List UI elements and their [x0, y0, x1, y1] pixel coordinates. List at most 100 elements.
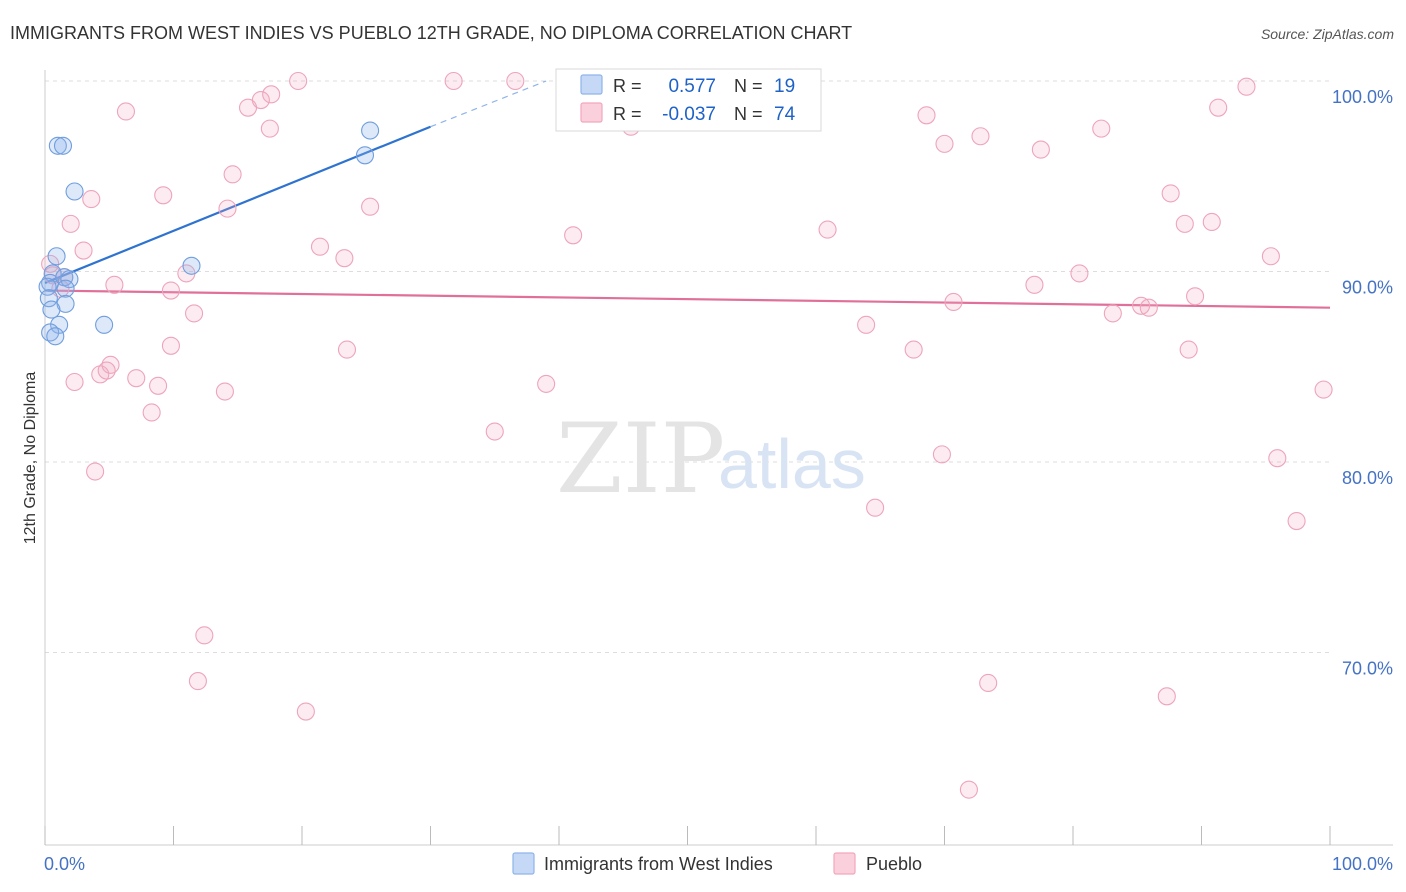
y-tick-labels: 100.0% 90.0% 80.0% 70.0%: [1332, 87, 1393, 679]
point-pueblo: [161, 281, 180, 300]
point-pueblo: [1186, 287, 1205, 306]
stats-r-label: R =: [613, 104, 642, 124]
point-pueblo: [444, 71, 463, 91]
point-pueblo: [127, 369, 146, 388]
axes: [44, 70, 1393, 846]
point-west-indies: [53, 136, 73, 155]
grid-lines: [45, 80, 1330, 653]
point-pueblo: [904, 340, 923, 359]
point-pueblo: [142, 403, 161, 422]
point-pueblo: [1025, 275, 1044, 294]
point-pueblo: [944, 292, 963, 312]
point-pueblo: [296, 702, 315, 721]
point-pueblo: [260, 119, 279, 138]
point-pueblo: [971, 127, 990, 146]
legend-swatch-west-indies: [512, 852, 535, 875]
stats-r-label: R =: [613, 76, 642, 96]
y-tick-label: 70.0%: [1342, 659, 1393, 679]
y-axis-title: 12th Grade, No Diploma: [22, 372, 39, 545]
stats-swatch-blue: [580, 74, 603, 95]
point-pueblo: [932, 445, 951, 464]
point-pueblo: [149, 376, 168, 395]
stats-r-value: 0.577: [668, 76, 716, 97]
point-pueblo: [74, 241, 93, 260]
y-tick-label: 80.0%: [1342, 468, 1393, 488]
watermark-atlas: atlas: [718, 425, 866, 503]
point-pueblo: [1031, 140, 1050, 159]
point-pueblo: [959, 780, 978, 799]
point-pueblo: [1314, 380, 1333, 399]
point-pueblo: [161, 336, 180, 355]
point-pueblo: [485, 422, 504, 441]
point-pueblo: [1175, 214, 1194, 233]
point-west-indies: [42, 300, 61, 319]
point-pueblo: [979, 673, 998, 693]
point-pueblo: [335, 249, 354, 268]
point-pueblo: [251, 91, 270, 110]
trend-lines: [44, 80, 1331, 309]
stats-n-label: N =: [734, 104, 763, 124]
trend-line-pueblo: [44, 289, 1331, 309]
point-pueblo: [935, 134, 954, 153]
watermark: ZIP atlas: [556, 403, 866, 515]
point-west-indies: [39, 289, 58, 308]
point-pueblo: [564, 226, 583, 245]
point-pueblo: [1161, 184, 1180, 203]
stats-n-value: 74: [774, 104, 796, 125]
point-pueblo: [337, 340, 357, 359]
bottom-legend: Immigrants from West Indies Pueblo: [512, 852, 922, 875]
stats-legend-box: R = 0.577 N = 19 R = -0.037 N = 74: [555, 68, 822, 132]
stats-r-value: -0.037: [662, 104, 716, 125]
point-pueblo: [537, 374, 556, 393]
point-west-indies: [361, 121, 380, 140]
point-pueblo: [1139, 298, 1158, 317]
stats-swatch-pink: [580, 102, 603, 123]
point-pueblo: [1202, 212, 1221, 232]
legend-label-west-indies: Immigrants from West Indies: [544, 854, 773, 874]
y-tick-label: 90.0%: [1342, 278, 1393, 298]
point-pueblo: [1261, 247, 1280, 266]
point-pueblo: [1179, 340, 1198, 359]
legend-label-pueblo: Pueblo: [866, 854, 922, 874]
point-west-indies: [56, 279, 75, 298]
stats-n-value: 19: [774, 76, 795, 97]
point-pueblo: [1287, 512, 1306, 531]
point-pueblo: [1268, 449, 1287, 468]
source-label: Source: ZipAtlas.com: [1261, 26, 1394, 42]
point-pueblo: [195, 626, 214, 645]
stats-n-label: N =: [734, 76, 763, 96]
point-pueblo: [506, 71, 525, 91]
point-pueblo: [310, 237, 330, 256]
x-tick-label: 0.0%: [44, 854, 85, 874]
watermark-zip: ZIP: [556, 403, 725, 515]
data-points: [38, 71, 1333, 799]
point-pueblo: [61, 214, 80, 233]
point-west-indies: [65, 182, 84, 201]
x-tick-label: 100.0%: [1332, 854, 1393, 874]
point-pueblo: [1092, 119, 1111, 138]
point-pueblo: [1103, 304, 1122, 323]
point-west-indies: [38, 277, 57, 296]
point-pueblo: [185, 304, 204, 323]
point-pueblo: [818, 220, 837, 239]
point-west-indies: [355, 146, 375, 165]
point-pueblo: [86, 462, 105, 481]
point-west-indies: [48, 136, 67, 155]
point-pueblo: [262, 85, 281, 104]
y-tick-label: 100.0%: [1332, 87, 1393, 107]
point-pueblo: [361, 197, 380, 216]
point-pueblo: [116, 102, 136, 121]
trend-line-west-indies: [44, 125, 431, 284]
point-west-indies: [60, 270, 79, 289]
point-pueblo: [1237, 77, 1256, 96]
point-pueblo: [65, 372, 84, 392]
point-pueblo: [223, 165, 242, 184]
point-west-indies: [46, 327, 65, 346]
point-west-indies: [95, 315, 114, 334]
point-pueblo: [188, 672, 207, 691]
point-pueblo: [1209, 98, 1228, 117]
point-pueblo: [105, 275, 124, 294]
point-pueblo: [82, 190, 101, 209]
point-west-indies: [47, 247, 66, 266]
